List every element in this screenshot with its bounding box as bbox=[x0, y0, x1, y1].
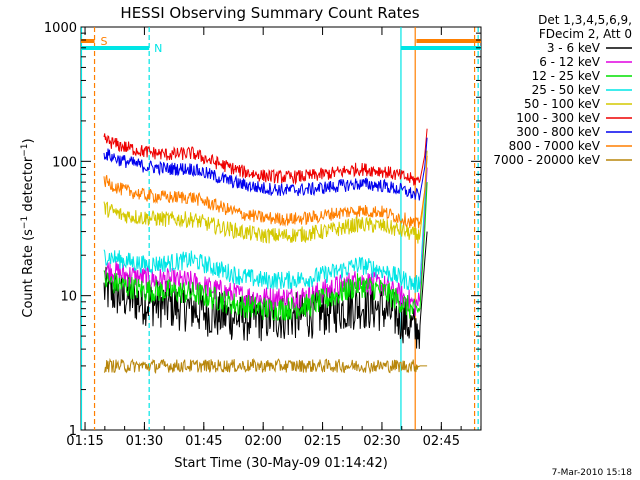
x-tick-label-0: 01:15 bbox=[66, 434, 103, 449]
y-tick-label-1: 10 bbox=[60, 290, 77, 305]
legend: Det 1,3,4,5,6,9, FDecim 2, Att 0 3 - 6 k… bbox=[493, 13, 632, 167]
series-line-6 bbox=[103, 137, 428, 201]
x-tick-label-2: 01:45 bbox=[185, 434, 222, 449]
series-line-5 bbox=[103, 128, 428, 186]
y-axis-label: Count Rate (s−1 detector−1) bbox=[20, 138, 36, 317]
x-tick-label-1: 01:30 bbox=[126, 434, 163, 449]
y-axis-label-sup2: −1 bbox=[20, 143, 30, 156]
y-axis-label-sup1: −1 bbox=[20, 216, 30, 229]
y-tick-label-3: 1000 bbox=[44, 21, 77, 36]
y-tick-label-2: 100 bbox=[52, 155, 77, 170]
saa-label: S bbox=[101, 35, 108, 48]
x-tick-label-3: 02:00 bbox=[244, 434, 281, 449]
x-tick-label-6: 02:45 bbox=[423, 434, 460, 449]
legend-label-1: 6 - 12 keV bbox=[539, 55, 601, 69]
series-line-4 bbox=[103, 150, 428, 244]
legend-label-7: 800 - 7000 keV bbox=[509, 139, 601, 153]
series-line-2 bbox=[103, 182, 428, 321]
series-line-3 bbox=[103, 155, 428, 293]
y-axis-ticks: 1 10 100 1000 bbox=[44, 21, 481, 439]
legend-label-6: 300 - 800 keV bbox=[516, 125, 600, 139]
marker-lines: SN bbox=[80, 27, 481, 430]
y-axis-label-mid: detector bbox=[21, 156, 36, 216]
x-axis-label: Start Time (30-May-09 01:14:42) bbox=[174, 456, 388, 471]
y-axis-label-end: ) bbox=[21, 138, 36, 143]
legend-label-0: 3 - 6 keV bbox=[547, 41, 601, 55]
series-line-7 bbox=[103, 155, 428, 229]
legend-label-5: 100 - 300 keV bbox=[516, 111, 600, 125]
series-group bbox=[103, 128, 428, 375]
legend-label-4: 50 - 100 keV bbox=[524, 97, 601, 111]
chart-title: HESSI Observing Summary Count Rates bbox=[120, 4, 419, 22]
legend-header-line-2: FDecim 2, Att 0 bbox=[539, 27, 632, 41]
night-label: N bbox=[154, 42, 162, 55]
footer-timestamp: 7-Mar-2010 15:18 bbox=[552, 468, 633, 478]
legend-label-2: 12 - 25 keV bbox=[532, 69, 601, 83]
legend-header-line-1: Det 1,3,4,5,6,9, bbox=[538, 13, 632, 27]
y-axis-label-main: Count Rate (s bbox=[21, 229, 36, 318]
legend-label-8: 7000 - 20000 keV bbox=[493, 153, 600, 167]
x-axis-ticks: 01:15 01:30 01:45 02:00 02:15 02:30 02:45 bbox=[66, 27, 482, 449]
x-tick-label-4: 02:15 bbox=[304, 434, 341, 449]
legend-label-3: 25 - 50 keV bbox=[532, 83, 601, 97]
series-line-8 bbox=[103, 357, 428, 375]
y-tick-label-0: 1 bbox=[69, 424, 77, 439]
x-tick-label-5: 02:30 bbox=[363, 434, 400, 449]
